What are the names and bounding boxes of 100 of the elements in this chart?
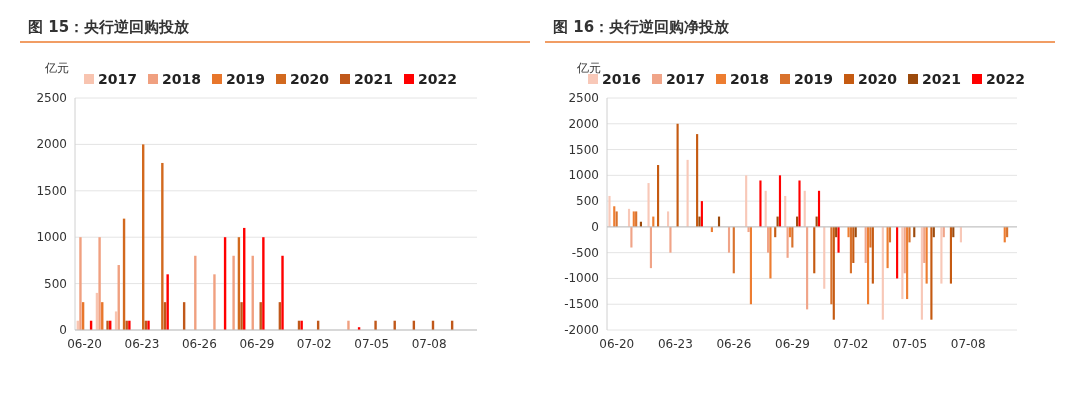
x-tick-label: 06-26 bbox=[716, 337, 752, 351]
bar bbox=[925, 226, 928, 284]
bar bbox=[647, 183, 650, 227]
bar bbox=[374, 320, 377, 330]
bar bbox=[784, 195, 787, 227]
y-tick-label: 1500 bbox=[568, 142, 599, 157]
legend-label: 2016 bbox=[602, 71, 641, 87]
bar bbox=[803, 190, 806, 227]
bar bbox=[613, 206, 616, 227]
bar bbox=[667, 211, 670, 227]
bar bbox=[930, 226, 933, 320]
bar bbox=[896, 226, 899, 279]
chart-title: 图 15：央行逆回购投放 bbox=[28, 18, 191, 36]
y-tick-label: 500 bbox=[576, 194, 599, 209]
y-tick-label: -1500 bbox=[564, 297, 599, 312]
bar bbox=[832, 226, 835, 320]
bar bbox=[764, 190, 767, 227]
legend-label: 2018 bbox=[730, 71, 769, 87]
bar bbox=[798, 180, 801, 227]
bar bbox=[262, 237, 265, 330]
y-tick-label: -500 bbox=[571, 245, 599, 260]
legend-label: 2021 bbox=[922, 71, 961, 87]
bar bbox=[696, 134, 699, 227]
bar bbox=[732, 226, 735, 274]
bar bbox=[698, 216, 701, 227]
bar bbox=[847, 226, 850, 238]
bar bbox=[240, 302, 243, 330]
bar bbox=[608, 195, 611, 227]
bar bbox=[778, 175, 782, 227]
bar bbox=[817, 190, 821, 227]
bar bbox=[347, 320, 350, 330]
bar bbox=[901, 226, 904, 300]
x-tick-label: 06-23 bbox=[657, 337, 693, 351]
bar bbox=[923, 226, 926, 263]
bar bbox=[686, 159, 689, 227]
bar bbox=[864, 226, 867, 263]
bar bbox=[79, 237, 82, 330]
bar bbox=[837, 226, 840, 253]
x-tick-label: 07-08 bbox=[411, 337, 447, 351]
x-tick-label: 06-20 bbox=[67, 337, 103, 351]
bar bbox=[232, 255, 235, 330]
bar bbox=[791, 226, 794, 248]
legend-label: 2022 bbox=[986, 71, 1025, 87]
bar bbox=[908, 226, 911, 243]
chart-title: 图 16：央行逆回购净投放 bbox=[553, 18, 731, 36]
bar bbox=[281, 255, 284, 330]
y-tick-label: 500 bbox=[44, 276, 67, 291]
legend-label: 2019 bbox=[226, 71, 265, 87]
x-tick-label: 06-20 bbox=[599, 337, 635, 351]
legend-label: 2021 bbox=[354, 71, 393, 87]
bar bbox=[657, 165, 660, 227]
legend-label: 2017 bbox=[98, 71, 137, 87]
x-tick-label: 06-29 bbox=[239, 337, 275, 351]
bar bbox=[920, 226, 923, 320]
y-tick-label: 1000 bbox=[36, 230, 67, 245]
x-tick-label: 07-08 bbox=[950, 337, 986, 351]
bar bbox=[867, 226, 870, 305]
bar bbox=[869, 226, 872, 248]
bar bbox=[949, 226, 952, 284]
bar bbox=[940, 226, 943, 284]
x-tick-label: 07-02 bbox=[833, 337, 869, 351]
y-axis-title: 亿元 bbox=[576, 61, 601, 75]
legend-label: 2020 bbox=[290, 71, 330, 87]
bar bbox=[649, 226, 652, 269]
bar bbox=[669, 226, 672, 253]
x-tick-label: 06-29 bbox=[775, 337, 810, 351]
y-tick-label: 1000 bbox=[568, 168, 599, 183]
x-tick-label: 07-02 bbox=[296, 337, 332, 351]
bar bbox=[759, 180, 762, 227]
bar bbox=[749, 226, 752, 305]
bar bbox=[745, 175, 748, 227]
bar bbox=[906, 226, 909, 300]
bar bbox=[194, 255, 197, 330]
y-tick-label: 2000 bbox=[36, 137, 67, 152]
bar bbox=[98, 237, 101, 330]
x-tick-label: 06-23 bbox=[124, 337, 160, 351]
bar bbox=[830, 226, 833, 305]
y-tick-label: -1000 bbox=[564, 271, 599, 286]
legend-label: 2018 bbox=[162, 71, 201, 87]
bar bbox=[769, 226, 772, 279]
bar bbox=[700, 201, 703, 227]
bar bbox=[676, 123, 679, 227]
bar bbox=[813, 226, 816, 274]
legend-label: 2020 bbox=[858, 71, 898, 87]
y-tick-label: 2500 bbox=[568, 91, 599, 105]
bar bbox=[849, 226, 852, 274]
bar bbox=[786, 226, 789, 258]
x-tick-label: 07-05 bbox=[354, 337, 390, 351]
bar bbox=[886, 226, 889, 269]
bar bbox=[903, 226, 906, 274]
bar bbox=[852, 226, 855, 263]
bar bbox=[881, 226, 884, 320]
bar bbox=[615, 211, 618, 227]
bar bbox=[871, 226, 874, 284]
bar bbox=[767, 226, 770, 253]
bar bbox=[823, 226, 826, 289]
y-axis-title: 亿元 bbox=[44, 61, 69, 75]
x-tick-label: 07-05 bbox=[892, 337, 928, 351]
y-tick-label: 2000 bbox=[568, 116, 599, 131]
bar bbox=[806, 226, 809, 310]
